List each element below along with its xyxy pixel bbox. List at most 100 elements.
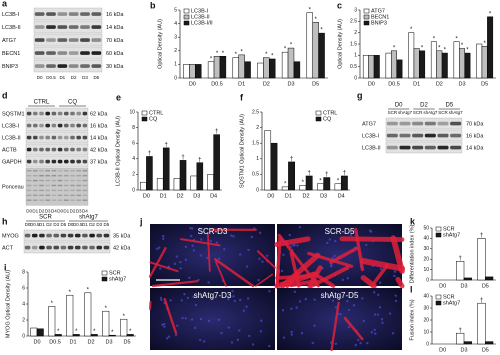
row-label: Ponceau <box>2 185 24 191</box>
bar <box>362 55 369 79</box>
blot-band <box>424 121 436 126</box>
nucleus <box>380 318 384 321</box>
panel-label: e <box>116 92 121 102</box>
nucleus <box>361 297 364 300</box>
nucleus <box>167 335 171 338</box>
blot-strip <box>33 46 103 60</box>
bar <box>485 276 494 281</box>
significance-mark: * <box>271 54 274 60</box>
legend-label: CTRL <box>149 110 163 116</box>
lane-label: D0 <box>25 222 31 227</box>
x-tick-label: D5 <box>482 347 489 353</box>
blot-band <box>57 111 63 116</box>
y-tick-label: 1 <box>256 156 259 162</box>
nucleus <box>282 253 285 257</box>
bar <box>48 306 56 337</box>
size-label: 62 kDa <box>90 111 108 117</box>
y-tick-label: 20 <box>423 257 429 263</box>
blot-band <box>76 184 81 187</box>
bar <box>30 327 38 337</box>
blot-band <box>80 12 90 16</box>
blot-band <box>46 25 56 29</box>
bar <box>312 21 319 79</box>
bar <box>334 183 342 191</box>
blot-strip <box>25 155 89 168</box>
nucleus <box>293 290 297 294</box>
nucleus <box>379 267 383 271</box>
size-label: 37 kDa <box>90 159 108 165</box>
x-tick-label: D0 <box>439 347 446 353</box>
x-tick-label: D3 <box>105 339 112 345</box>
blot-band <box>39 170 44 172</box>
group-label: CQ <box>68 100 77 106</box>
group-label: CTRL <box>34 100 50 106</box>
x-tick-label: D0 <box>439 283 446 289</box>
x-tick-label: D0.5 <box>388 81 400 87</box>
nucleus <box>159 296 163 300</box>
bar <box>340 175 348 191</box>
significance-mark: † <box>148 151 151 157</box>
y-tick-label: 50 <box>423 225 429 231</box>
lane-label: D0 <box>68 222 74 227</box>
blot-band <box>31 245 38 250</box>
myotube <box>255 273 273 287</box>
blot-band <box>39 184 44 187</box>
bar <box>183 64 190 79</box>
nucleus <box>179 260 182 264</box>
size-label: 16 kDa <box>90 123 108 129</box>
y-tick-label: 2 <box>354 30 357 36</box>
panel-label: k <box>410 216 416 226</box>
legend-label: BNIP3 <box>371 20 387 26</box>
row-label: LC3B-I <box>2 12 20 18</box>
blot-band <box>64 199 69 201</box>
nucleus <box>242 309 246 312</box>
significance-mark: * <box>444 48 447 54</box>
blot-band <box>51 184 57 187</box>
myotube <box>330 301 340 352</box>
x-tick-label: D3 <box>460 347 467 353</box>
x-tick-label: D3 <box>460 283 467 289</box>
nucleus <box>186 296 190 300</box>
nucleus <box>261 260 264 263</box>
bar <box>66 294 74 337</box>
x-tick-label: D0 <box>33 339 40 345</box>
x-tick-label: D0.5 <box>211 81 223 87</box>
nucleus <box>220 331 223 335</box>
nucleus <box>326 241 329 245</box>
blot-band <box>24 245 31 250</box>
row-label: GAPDH <box>2 159 22 165</box>
nucleus <box>329 265 333 268</box>
lane-label: D3 <box>45 209 51 214</box>
blot-band <box>24 233 31 238</box>
row-label: BNIP3 <box>2 64 18 70</box>
blot-band <box>96 233 103 238</box>
y-tick-label: 10 <box>423 267 429 273</box>
nucleus <box>311 341 314 345</box>
blot-band <box>51 147 57 152</box>
myotube <box>339 236 405 242</box>
nucleus <box>157 246 161 249</box>
nucleus <box>194 303 198 307</box>
size-label: 70 kDa <box>106 38 124 44</box>
blot-band <box>39 111 44 116</box>
y-axis-label: LC3B-II Optical Density (AU) <box>115 116 121 186</box>
blot-band <box>26 135 32 140</box>
nucleus <box>331 299 335 302</box>
blot-band <box>26 170 32 172</box>
y-tick-label: 40 <box>423 236 429 242</box>
blot-band <box>399 145 411 150</box>
bar <box>456 261 465 281</box>
bar <box>108 334 116 337</box>
row-label: ATG7 <box>362 121 376 127</box>
bar <box>263 57 270 79</box>
significance-mark: † <box>458 256 461 262</box>
blot-band <box>33 123 38 128</box>
blot-band <box>51 179 57 182</box>
bar <box>90 334 98 337</box>
legend-label: SCR <box>443 294 455 300</box>
significance-mark: * <box>240 49 243 55</box>
lane-label: D0.5 <box>30 222 40 227</box>
blot-band <box>80 38 90 42</box>
significance-mark: † <box>480 298 483 304</box>
nucleus <box>189 227 192 230</box>
